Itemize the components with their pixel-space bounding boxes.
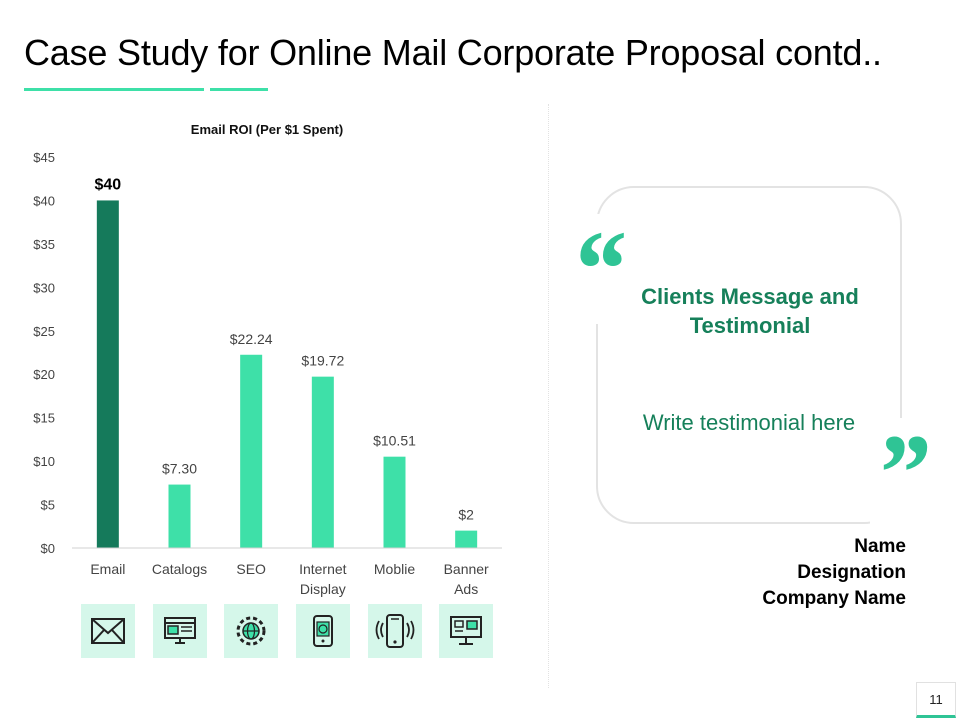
bar [96,200,119,548]
bar [168,484,191,548]
bar-value-label: $19.72 [301,353,344,369]
bar [455,530,478,548]
y-tick-label: $35 [33,237,55,252]
seo-globe-gear-icon [236,616,266,646]
mobile-icon-box [368,604,422,658]
bar [311,376,334,548]
bar-value-label: $2 [458,507,474,523]
title-underline-short [210,88,268,91]
y-tick-label: $40 [33,193,55,208]
client-name: Name [854,536,906,557]
title-underline-long [24,88,204,91]
mobile-vibrate-icon [375,614,415,648]
banner-ads-icon-box [439,604,493,658]
x-tick-label: Moblie [374,561,415,577]
y-tick-label: $45 [33,150,55,165]
x-tick-label: Internet Display [299,561,347,597]
y-tick-label: $20 [33,367,55,382]
chart-title: Email ROI (Per $1 Spent) [191,122,343,137]
y-tick-label: $0 [41,541,55,556]
y-tick-label: $15 [33,411,55,426]
banner-ads-monitor-icon [450,616,482,645]
y-tick-label: $30 [33,280,55,295]
bar-value-label: $22.24 [230,331,273,347]
x-tick-label: SEO [236,561,266,577]
email-roi-chart: Email ROI (Per $1 Spent) $0 $5 $10 $15 $20 $2… [33,122,502,597]
testimonial-title: Clients Message and Testimonial [641,284,859,338]
seo-icon-box [224,604,278,658]
signature-block: Name Designation Company Name [762,534,906,612]
y-tick-label: $10 [33,454,55,469]
testimonial-body: Write testimonial here [642,410,856,435]
client-company: Company Name [762,588,906,609]
bar-value-label: $40 [94,176,121,193]
x-tick-label: Catalogs [152,561,207,577]
email-icon-box [81,604,135,658]
y-tick-label: $5 [41,498,55,513]
bar-value-label: $7.30 [162,461,197,477]
page-title: Case Study for Online Mail Corporate Pro… [24,32,882,73]
internet-display-phone-icon [313,615,333,647]
x-tick-label: Banner Ads [444,561,489,597]
envelope-icon [91,618,125,644]
page-number: 11 [916,682,956,718]
x-tick-label: Email [90,561,125,577]
panel-divider [548,104,549,688]
open-quote-mark: “ [566,214,629,324]
bar [383,456,406,548]
testimonial-card [596,186,902,524]
catalog-icon [164,617,196,644]
close-quote-mark: ” [870,418,933,528]
bar-value-label: $10.51 [373,433,416,449]
y-tick-label: $25 [33,324,55,339]
catalogs-icon-box [153,604,207,658]
bar [240,354,263,548]
internet-display-icon-box [296,604,350,658]
client-designation: Designation [797,562,906,583]
